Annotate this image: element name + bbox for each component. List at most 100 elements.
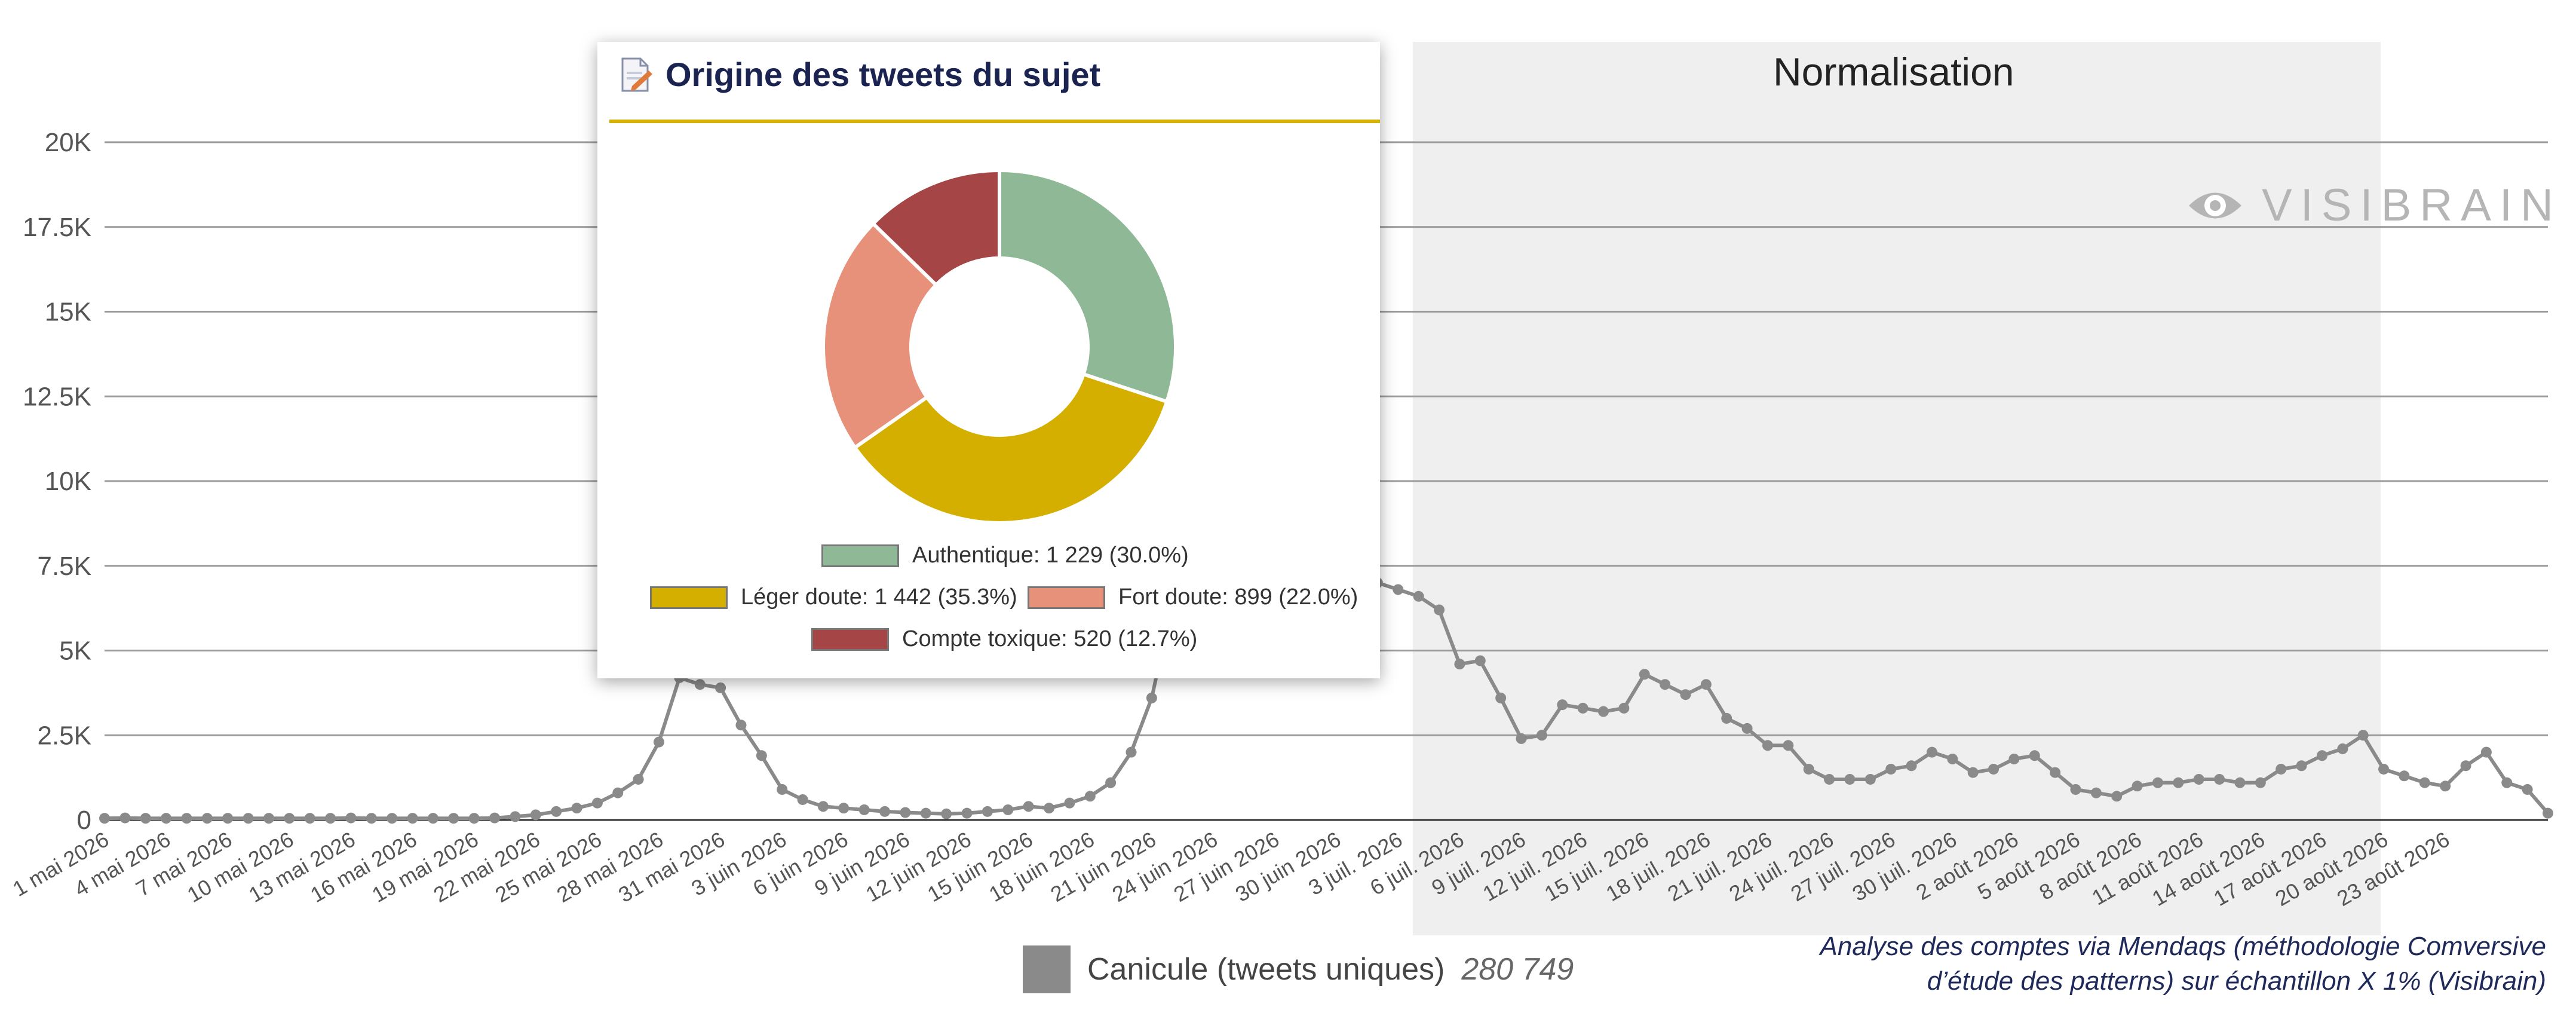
- legend-swatch-compte-toxique: [811, 628, 889, 651]
- data-point: [1516, 733, 1527, 744]
- legend-series-total: 280 749: [1461, 952, 1574, 987]
- y-tick-label: 0: [77, 806, 91, 835]
- data-point: [715, 682, 726, 693]
- legend-swatch-leger-doute: [650, 586, 728, 609]
- data-point: [1434, 604, 1445, 616]
- data-point: [2296, 760, 2307, 772]
- data-point: [2419, 777, 2430, 788]
- y-tick-label: 20K: [45, 128, 91, 157]
- legend-item-fort-doute: Fort doute: 899 (22.0%): [1028, 584, 1358, 610]
- data-point: [2460, 760, 2471, 772]
- data-point: [161, 813, 172, 824]
- data-point: [1495, 692, 1507, 703]
- data-point: [510, 811, 521, 822]
- data-point: [941, 808, 952, 819]
- legend-text-leger-doute: Léger doute: 1 442 (35.3%): [741, 584, 1017, 610]
- data-point: [2111, 791, 2123, 802]
- chart-legend: Canicule (tweets uniques) 280 749: [1023, 945, 1574, 993]
- card-header: Origine des tweets du sujet: [619, 55, 1100, 94]
- data-point: [284, 813, 295, 824]
- y-axis-ticks: 0 2.5K 5K 7.5K 10K 12.5K 15K 17.5K 20K: [23, 128, 91, 835]
- data-point: [1002, 804, 1014, 815]
- data-point: [1393, 584, 1404, 595]
- data-point: [2173, 777, 2184, 788]
- data-point: [366, 813, 377, 824]
- data-point: [858, 804, 870, 815]
- data-point: [201, 813, 213, 824]
- data-point: [591, 797, 603, 809]
- donut-slices: [821, 168, 1177, 525]
- data-point: [633, 773, 644, 785]
- data-point: [2543, 807, 2553, 819]
- data-point: [2234, 777, 2246, 788]
- source-note-line-2: d’étude des patterns) sur échantillon X …: [1927, 966, 2546, 996]
- y-tick-label: 12.5K: [23, 382, 91, 411]
- data-point: [1660, 679, 1671, 690]
- data-point: [1105, 777, 1117, 788]
- document-chart-icon: [621, 57, 652, 91]
- normalization-label: Normalisation: [1773, 50, 2014, 94]
- data-point: [1741, 723, 1753, 734]
- y-tick-label: 7.5K: [37, 552, 91, 581]
- legend-item-leger-doute: Léger doute: 1 442 (35.3%): [650, 584, 1017, 610]
- data-point: [2152, 777, 2163, 788]
- data-point: [1824, 773, 1835, 785]
- data-point: [2357, 730, 2369, 741]
- watermark-text: VISIBRAIN: [2262, 180, 2562, 231]
- data-point: [1926, 746, 1937, 758]
- data-point: [119, 812, 131, 824]
- donut-slice-compte-toxique: [870, 168, 1001, 288]
- legend-item-authentique: Authentique: 1 229 (30.0%): [821, 543, 1189, 568]
- donut-slice-authentique: [998, 168, 1177, 404]
- data-point: [489, 812, 501, 824]
- data-point: [1557, 699, 1568, 711]
- data-point: [2008, 753, 2020, 764]
- data-point: [1864, 773, 1876, 785]
- data-point: [1639, 669, 1650, 680]
- data-point: [551, 806, 562, 817]
- data-point: [2132, 781, 2143, 792]
- data-point: [1146, 692, 1157, 703]
- data-point: [1906, 760, 1917, 772]
- data-point: [1803, 763, 1814, 775]
- data-point: [325, 813, 336, 824]
- data-point: [756, 750, 767, 761]
- data-point: [1783, 740, 1794, 751]
- data-point: [900, 807, 911, 818]
- donut-card: Origine des tweets du sujet Authentique:…: [597, 42, 1380, 678]
- data-point: [181, 813, 192, 824]
- data-point: [1597, 706, 1609, 717]
- data-point: [407, 813, 418, 824]
- y-tick-label: 2.5K: [37, 721, 91, 750]
- y-tick-label: 15K: [45, 298, 91, 327]
- data-point: [1700, 679, 1712, 690]
- data-point: [2316, 750, 2327, 761]
- legend-swatch-authentique: [821, 544, 899, 567]
- donut-slice-fort-doute: [821, 221, 939, 450]
- y-tick-label: 5K: [59, 636, 91, 666]
- data-point: [1126, 746, 1137, 758]
- data-point: [2276, 763, 2287, 775]
- data-point: [1536, 730, 1547, 741]
- card-title: Origine des tweets du sujet: [666, 56, 1101, 93]
- data-point: [345, 812, 357, 824]
- data-point: [2050, 767, 2061, 778]
- data-point: [1454, 659, 1465, 670]
- data-point: [1064, 797, 1075, 809]
- card-title-rule: [609, 120, 1380, 123]
- data-point: [304, 813, 315, 824]
- data-point: [1413, 590, 1424, 602]
- data-point: [817, 801, 829, 812]
- data-point: [2480, 746, 2492, 758]
- y-tick-label: 10K: [45, 467, 91, 496]
- data-point: [222, 813, 234, 824]
- data-point: [777, 784, 788, 795]
- source-note: Analyse des comptes via Mendaqs (méthodo…: [1710, 929, 2546, 999]
- data-point: [1023, 801, 1034, 812]
- legend-text-authentique: Authentique: 1 229 (30.0%): [912, 543, 1189, 568]
- data-point: [2255, 777, 2266, 788]
- data-point: [243, 813, 254, 824]
- legend-series-name: Canicule (tweets uniques): [1087, 952, 1445, 987]
- data-point: [2090, 787, 2102, 798]
